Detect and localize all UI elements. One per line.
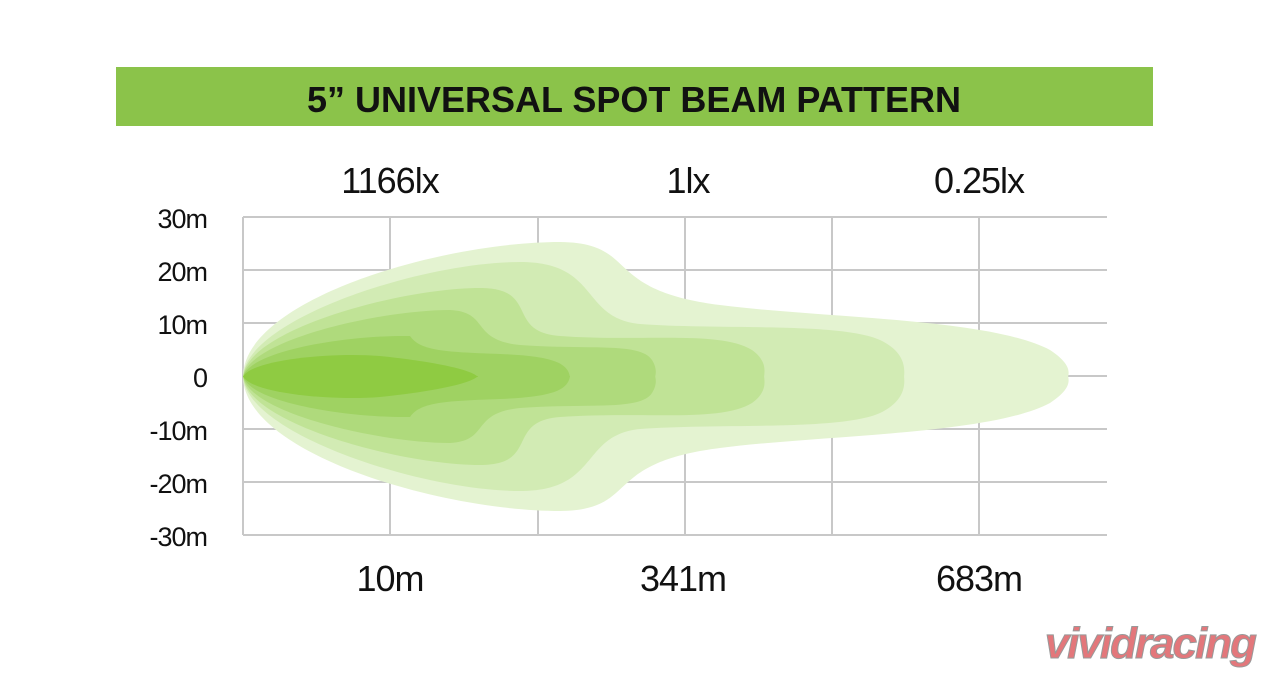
y-label: 0 <box>193 363 207 393</box>
y-label: 10m <box>157 310 207 340</box>
lux-label: 0.25lx <box>934 160 1025 201</box>
distance-label: 683m <box>936 558 1022 599</box>
y-label: -10m <box>149 416 207 446</box>
beam-shapes <box>243 242 1069 511</box>
y-label: 30m <box>157 204 207 234</box>
distance-label: 10m <box>356 558 423 599</box>
title: 5” UNIVERSAL SPOT BEAM PATTERN <box>307 79 961 120</box>
distance-label: 341m <box>640 558 726 599</box>
title-bar <box>116 67 1153 126</box>
lux-label: 1lx <box>666 160 710 201</box>
lux-label: 1166lx <box>341 160 439 201</box>
y-label: 20m <box>157 257 207 287</box>
watermark: vividracing <box>1045 619 1257 668</box>
y-label: -30m <box>149 522 207 552</box>
y-label: -20m <box>149 469 207 499</box>
